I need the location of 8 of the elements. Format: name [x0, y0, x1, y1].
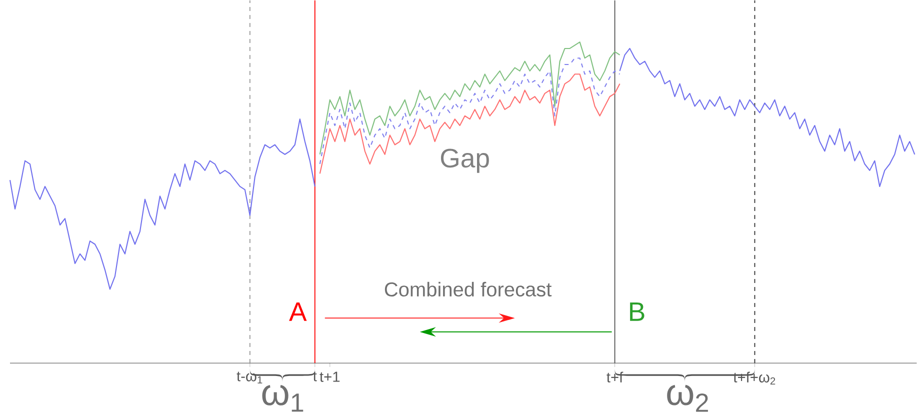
- x-tick-label: t+1: [320, 372, 340, 382]
- text: ω$_{2}$: [667, 384, 708, 412]
- annotation: B: [630, 302, 644, 321]
- x-tick-label: t-ω$_{1}$: [236, 372, 262, 384]
- annotation: Gap: [440, 148, 489, 173]
- annotation: Combined forecast: [384, 282, 552, 297]
- text: ω$_{1}$: [262, 384, 304, 412]
- annotation: A: [289, 302, 307, 321]
